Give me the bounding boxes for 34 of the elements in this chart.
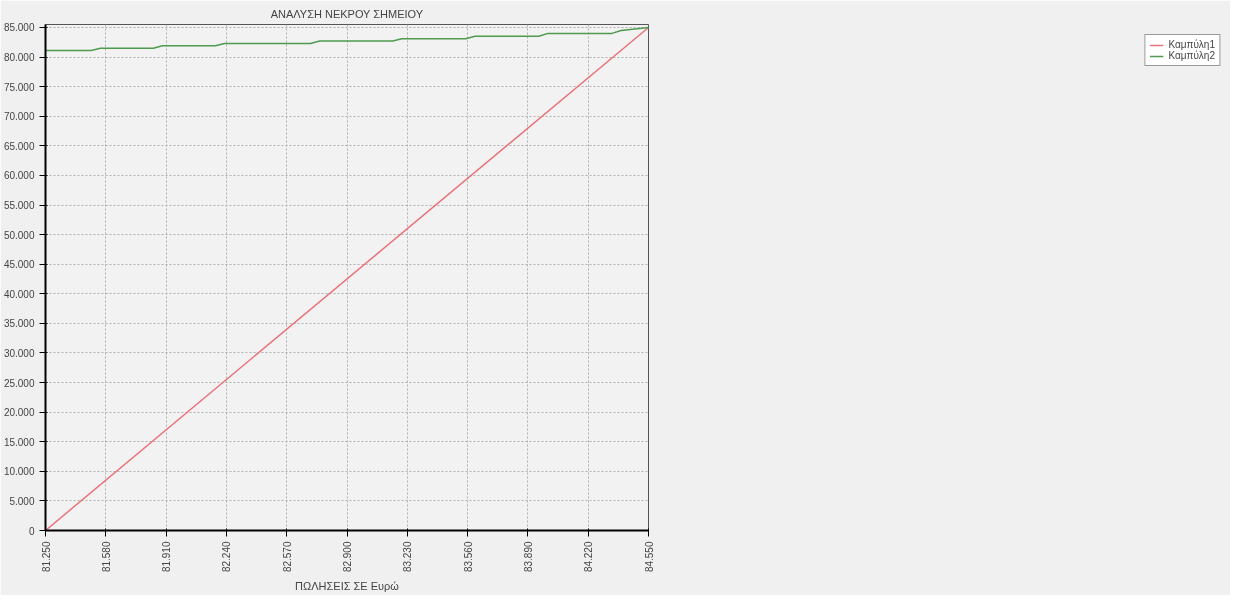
y-tick-label: 70.000 [3,111,35,123]
y-tick-label: 40.000 [3,288,35,300]
x-tick-label: 82.900 [342,541,353,573]
x-tick-label: 83.560 [462,541,474,573]
x-tick-label: 83.890 [522,541,534,573]
y-tick-label: 50.000 [3,229,35,241]
y-tick-label: 75.000 [3,81,35,93]
x-axis-title: ΠΩΛΗΣΕΙΣ ΣΕ Ευρώ [295,580,400,593]
y-tick-label: 5.000 [9,495,35,507]
y-tick-label: 45.000 [3,259,35,271]
legend-label: Καμπύλη2 [1168,50,1215,61]
x-tick-label: 82.570 [281,541,293,573]
y-tick-label: 65.000 [3,140,35,152]
x-tick-label: 82.240 [221,541,233,573]
y-tick-label: 80.000 [3,52,35,64]
y-tick-label: 85.000 [3,22,35,34]
x-tick-label: 81.910 [161,541,173,573]
y-tick-label: 0 [28,525,35,537]
chart-title: ΑΝΑΛΥΣΗ ΝΕΚΡΟΥ ΣΗΜΕΙΟΥ [270,7,424,20]
y-tick-label: 55.000 [3,200,35,211]
y-tick-label: 60.000 [3,170,35,182]
y-tick-label: 15.000 [3,436,35,448]
legend-label: Καμπύλη1 [1168,39,1215,50]
line-series [45,26,649,52]
y-tick-label: 35.000 [3,318,35,330]
x-tick-label: 83.230 [402,541,414,573]
x-tick-label: 84.550 [643,541,655,573]
y-tick-label: 20.000 [3,407,35,419]
x-tick-label: 81.580 [100,541,112,573]
x-tick-label: 84.220 [583,541,595,573]
y-tick-label: 25.000 [3,377,35,389]
y-tick-label: 10.000 [3,466,35,478]
x-tick-label: 81.250 [40,541,52,573]
y-tick-label: 30.000 [3,347,35,359]
